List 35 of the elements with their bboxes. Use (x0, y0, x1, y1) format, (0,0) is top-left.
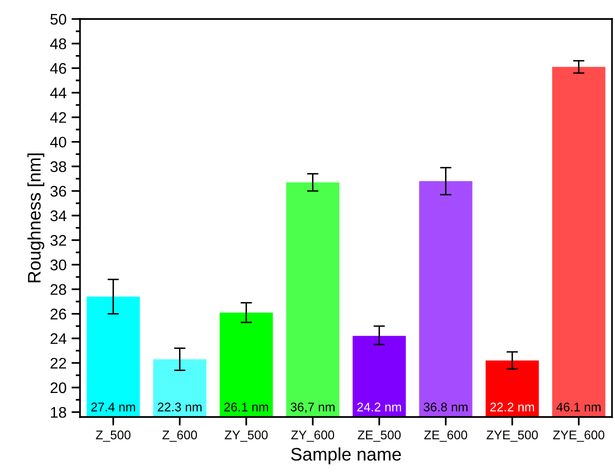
y-tick-label: 30 (50, 260, 66, 270)
y-tick-label: 42 (50, 112, 66, 123)
y-tick-label: 36 (50, 186, 66, 197)
x-tick-label: ZY_600 (291, 430, 334, 442)
y-tick-label: 38 (50, 161, 66, 172)
data-label: 27.4 nm (91, 402, 136, 412)
data-label: 22.3 nm (158, 402, 202, 412)
data-label: 46.1 nm (556, 402, 601, 412)
x-tick-label: ZYE_500 (486, 430, 538, 442)
data-label: 36.8 nm (424, 402, 468, 412)
y-tick-label: 46 (50, 63, 66, 74)
data-label: 22.2 nm (490, 402, 534, 412)
y-tick-label: 18 (50, 406, 66, 418)
data-label: 36,7 nm (290, 402, 335, 413)
y-tick-label: 40 (50, 136, 66, 148)
x-tick-label: ZE_600 (424, 430, 468, 442)
x-tick-label: Z_600 (162, 430, 197, 442)
x-tick-label: ZE_500 (358, 430, 401, 442)
y-tick-label: 20 (50, 382, 66, 394)
x-tick-label: ZYE_600 (553, 430, 604, 442)
y-tick-label: 50 (50, 14, 66, 25)
x-axis-title: Sample name (291, 447, 401, 464)
y-tick-label: 22 (50, 358, 66, 368)
x-tick-label: Z_500 (96, 430, 130, 442)
y-axis-title: Roughness [nm] (27, 154, 44, 282)
y-tick-label: 32 (50, 234, 66, 246)
x-tick-label: ZY_500 (224, 430, 268, 442)
data-label: 24.2 nm (357, 402, 402, 412)
data-label: 26.1 nm (224, 402, 268, 412)
y-tick-label: 26 (50, 308, 66, 320)
y-tick-label: 28 (50, 284, 66, 295)
y-tick-label: 34 (50, 210, 66, 222)
y-tick-label: 48 (50, 38, 66, 50)
y-tick-label: 24 (50, 333, 66, 344)
y-tick-label: 44 (50, 88, 66, 98)
